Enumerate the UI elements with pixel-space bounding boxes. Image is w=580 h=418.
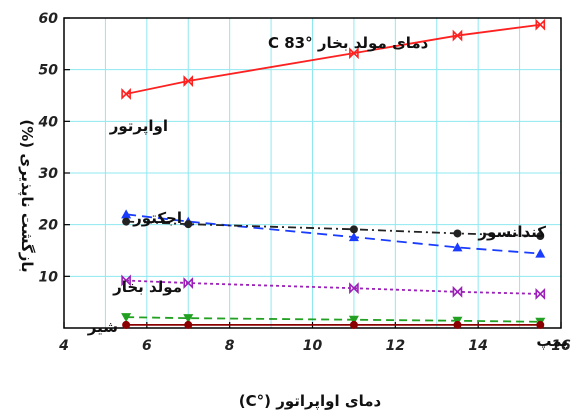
x-tick-label: 6 bbox=[142, 338, 152, 354]
data-point bbox=[183, 277, 194, 289]
series-layer bbox=[121, 18, 546, 329]
data-point bbox=[535, 248, 546, 258]
data-point bbox=[452, 285, 463, 298]
series-label-ejector: اجکتور bbox=[132, 209, 182, 227]
series-2 bbox=[122, 217, 545, 241]
series-label-condenser: کندانسور bbox=[477, 223, 546, 241]
data-point bbox=[184, 220, 193, 229]
data-point bbox=[184, 320, 193, 329]
data-point bbox=[122, 320, 131, 329]
x-tick-label: 14 bbox=[468, 338, 487, 354]
grid bbox=[64, 18, 561, 328]
series-3 bbox=[121, 274, 546, 300]
y-tick-label: 30 bbox=[39, 166, 59, 182]
x-tick-label: 12 bbox=[386, 338, 405, 354]
data-point bbox=[536, 232, 545, 241]
data-point bbox=[349, 47, 359, 60]
series-0 bbox=[121, 18, 546, 100]
data-point bbox=[535, 287, 546, 300]
x-tick-label: 10 bbox=[303, 338, 323, 354]
x-axis-label: دمای اواپراتور (°C) bbox=[239, 392, 382, 411]
data-point bbox=[121, 274, 131, 287]
chart-annotation: دمای مولد بخار °C 83 bbox=[268, 34, 429, 52]
data-point bbox=[536, 320, 545, 329]
series-line bbox=[126, 220, 541, 237]
series-label-pump: پمپ bbox=[536, 332, 568, 351]
y-tick-label: 20 bbox=[39, 218, 59, 234]
data-point bbox=[452, 29, 463, 42]
data-point bbox=[453, 229, 462, 238]
data-point bbox=[121, 209, 132, 219]
y-tick-label: 10 bbox=[39, 269, 59, 285]
data-point bbox=[122, 217, 131, 226]
data-point bbox=[183, 75, 194, 87]
y-axis-label: بازگشت ناپذیری (%) bbox=[17, 119, 36, 272]
series-label-evaporator: اواپرتور bbox=[109, 117, 168, 136]
data-point bbox=[452, 242, 463, 252]
axis-ticks: 4 6 8 10 12 14 16 10 20 30 40 50 60 bbox=[38, 11, 571, 354]
data-point bbox=[348, 315, 359, 325]
series-5 bbox=[122, 320, 545, 329]
y-tick-label: 40 bbox=[38, 114, 59, 130]
data-point bbox=[453, 320, 462, 329]
y-tick-label: 60 bbox=[39, 11, 59, 27]
x-tick-label: 8 bbox=[225, 338, 235, 354]
data-point bbox=[121, 88, 131, 100]
x-tick-label: 4 bbox=[58, 338, 69, 354]
data-point bbox=[349, 282, 359, 295]
series-label-generator: مولد بخار bbox=[112, 278, 182, 296]
data-point bbox=[349, 320, 358, 329]
data-point bbox=[348, 232, 359, 242]
data-point bbox=[121, 313, 132, 323]
x-tick-label: 16 bbox=[551, 338, 571, 354]
y-tick-label: 50 bbox=[39, 63, 59, 79]
data-point bbox=[183, 314, 194, 324]
series-label-valve: شیر bbox=[87, 318, 118, 336]
data-point bbox=[535, 18, 546, 31]
data-point bbox=[349, 225, 358, 234]
